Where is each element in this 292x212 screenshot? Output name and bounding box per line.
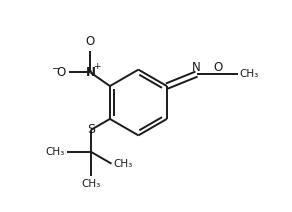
Text: N: N	[192, 61, 201, 74]
Text: CH₃: CH₃	[81, 179, 100, 189]
Text: CH₃: CH₃	[46, 147, 65, 157]
Text: S: S	[87, 123, 95, 136]
Text: O: O	[57, 66, 66, 79]
Text: +: +	[93, 63, 101, 71]
Text: O: O	[86, 35, 95, 48]
Text: N: N	[86, 66, 95, 79]
Text: −: −	[52, 64, 60, 74]
Text: CH₃: CH₃	[114, 159, 133, 169]
Text: O: O	[214, 61, 223, 74]
Text: CH₃: CH₃	[240, 69, 259, 79]
